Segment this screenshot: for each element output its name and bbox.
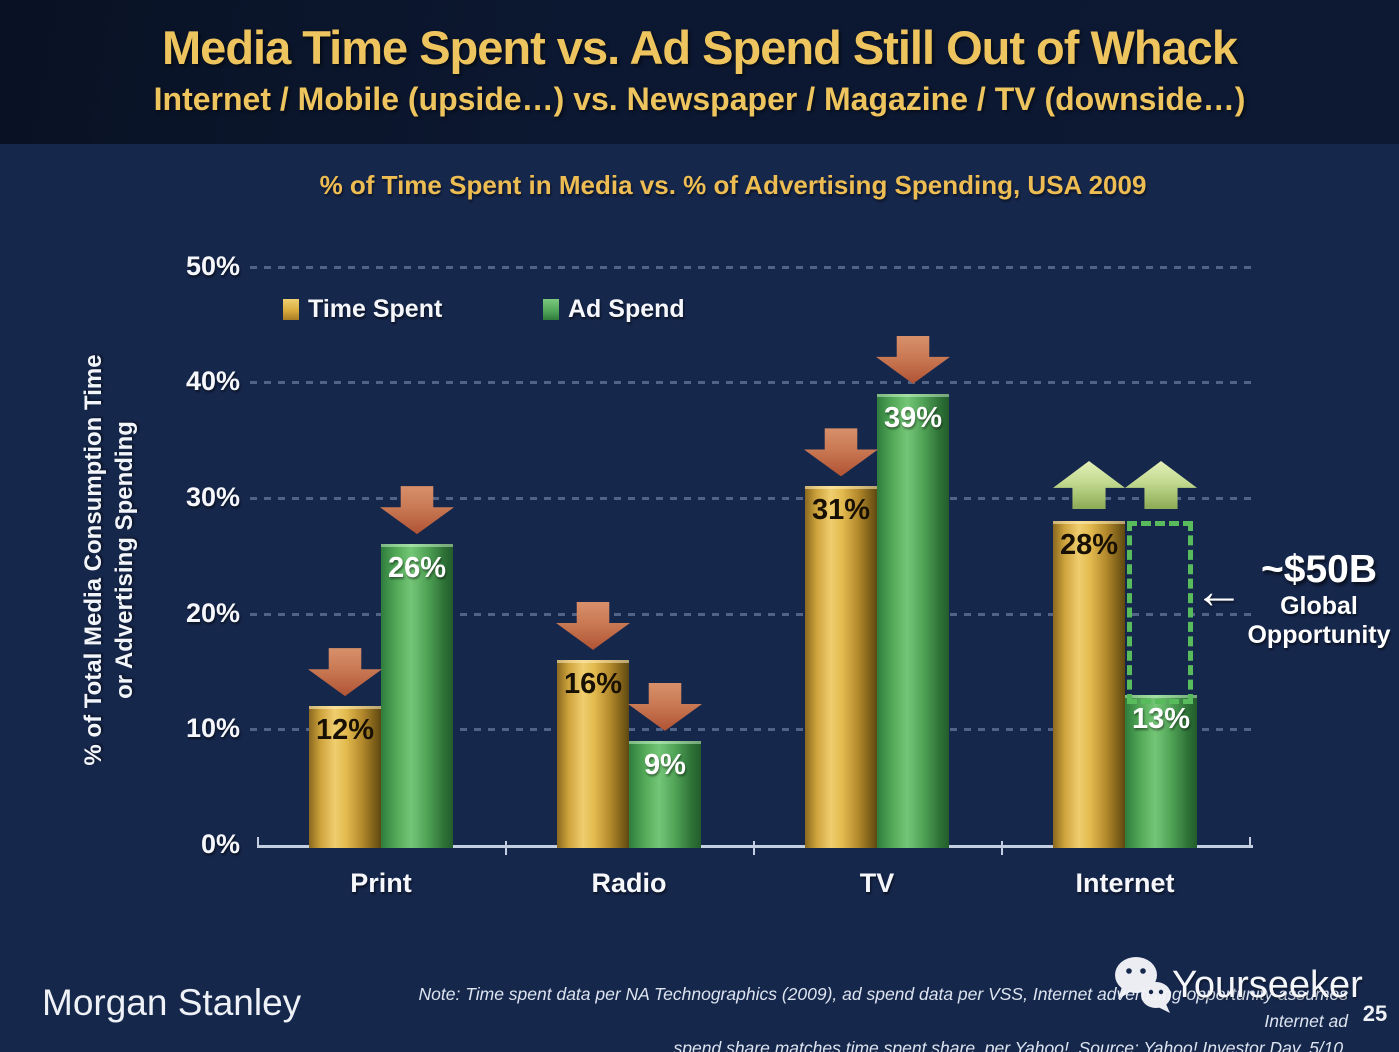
gridline [250, 612, 1253, 616]
bar-value-label: 12% [315, 714, 375, 747]
gridline [250, 728, 1253, 732]
slide-subtitle: Internet / Mobile (upside…) vs. Newspape… [153, 81, 1246, 117]
category-label-tv: TV [859, 868, 895, 898]
bar-tv-ad-spend [877, 393, 949, 848]
down-arrow-icon [380, 486, 454, 535]
y-tick-label: 20% [185, 597, 240, 628]
axis-tick [505, 841, 507, 855]
bar-tv-time-spent [805, 486, 877, 848]
up-arrow-icon [1125, 461, 1197, 510]
bar-value-label: 9% [644, 748, 686, 781]
y-tick-label: 50% [185, 250, 240, 281]
y-axis-title: % of Total Media Consumption Time or Adv… [78, 300, 148, 820]
legend-label-ad-spend: Ad Spend [568, 295, 685, 323]
down-arrow-icon [556, 601, 630, 650]
gridline [250, 381, 1253, 385]
y-tick-label: 40% [185, 366, 240, 397]
opportunity-annotation: ~$50B Global Opportunity [1243, 548, 1395, 650]
annotation-headline: ~$50B [1260, 548, 1377, 591]
bar-value-label: 39% [883, 401, 943, 434]
morgan-stanley-logo: Morgan Stanley [42, 982, 302, 1023]
slide-title: Media Time Spent vs. Ad Spend Still Out … [162, 21, 1238, 74]
bar-value-label: 31% [811, 494, 871, 527]
bar-internet-time-spent [1053, 521, 1125, 848]
chart-title: % of Time Spent in Media vs. % of Advert… [319, 170, 1147, 200]
axis-tick [1001, 841, 1003, 855]
time-spent-swatch-icon [283, 299, 299, 320]
bar-radio-ad-spend [629, 740, 701, 848]
bar-print-time-spent [309, 706, 381, 848]
down-arrow-icon [804, 428, 878, 477]
y-tick-label: 30% [185, 481, 240, 512]
bar-value-label: 16% [563, 667, 623, 700]
y-axis-title-line1: % of Total Media Consumption Time [80, 354, 107, 766]
wechat-icon [1115, 957, 1171, 1013]
axis-tick [753, 841, 755, 855]
slide-header: Media Time Spent vs. Ad Spend Still Out … [0, 0, 1399, 144]
annotation-line2: Global [1280, 592, 1358, 620]
up-arrow-icon [1053, 461, 1125, 510]
annotation-line3: Opportunity [1247, 621, 1391, 649]
bar-internet-ad-spend [1125, 694, 1197, 848]
page-number: 25 [1362, 1001, 1388, 1026]
source-note-line2: spend share matches time spent share, pe… [673, 1038, 1348, 1052]
bar-value-label: 26% [387, 552, 447, 585]
annotation-left-arrow-icon: ← [1194, 563, 1244, 619]
axis-tick [1249, 837, 1251, 848]
watermark-text: Yourseeker [1172, 963, 1363, 1006]
legend-label-time-spent: Time Spent [308, 295, 443, 323]
down-arrow-icon [628, 682, 702, 731]
category-label-internet: Internet [1075, 868, 1175, 898]
bar-value-label: 28% [1059, 529, 1119, 562]
axis-tick [257, 837, 259, 848]
source-note: Note: Time spent data per NA Technograph… [400, 981, 1349, 1052]
bar-value-label: 13% [1131, 702, 1191, 735]
ad-spend-swatch-icon [543, 299, 559, 320]
gridline [250, 496, 1253, 500]
x-axis [257, 845, 1253, 848]
watermark: Yourseeker [1108, 953, 1363, 1017]
source-note-line1: Note: Time spent data per NA Technograph… [418, 984, 1349, 1031]
opportunity-gap-box [1127, 521, 1193, 704]
down-arrow-icon [308, 648, 382, 697]
y-tick-label: 0% [200, 829, 240, 859]
down-arrow-icon [876, 335, 950, 384]
y-axis-title-line2: or Advertising Spending [111, 421, 138, 699]
y-tick-label: 10% [185, 713, 240, 744]
gridline [250, 265, 1253, 269]
legend-item-time-spent: Time Spent [283, 295, 442, 324]
bar-print-ad-spend [381, 544, 453, 848]
category-label-print: Print [350, 868, 412, 898]
bar-radio-time-spent [557, 659, 629, 848]
legend-item-ad-spend: Ad Spend [543, 295, 685, 324]
category-label-radio: Radio [591, 868, 667, 898]
